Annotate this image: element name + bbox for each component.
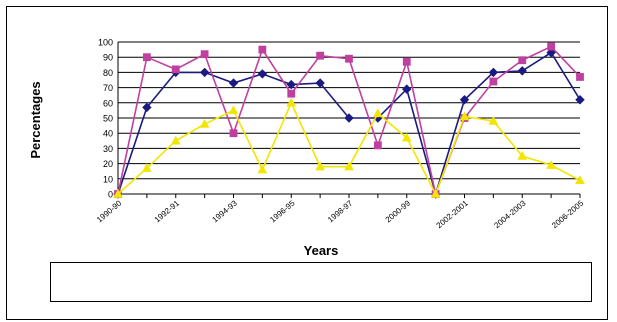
data-point-triangle <box>575 175 585 185</box>
x-axis-label: Years <box>304 243 339 258</box>
data-point-triangle <box>373 108 383 118</box>
x-tick-label: 1992-91 <box>153 198 182 224</box>
data-point-square <box>373 141 382 150</box>
data-point-square <box>547 42 556 51</box>
y-tick-label: 30 <box>103 144 113 154</box>
data-point-diamond <box>315 78 325 88</box>
data-point-square <box>258 45 267 54</box>
y-tick-label: 80 <box>103 68 113 78</box>
series-group <box>113 42 585 199</box>
data-point-square <box>518 56 527 65</box>
x-tick-label: 1996-95 <box>268 198 297 224</box>
data-point-square <box>576 73 584 81</box>
data-point-square <box>287 89 296 98</box>
x-tick-label: 1990-90 <box>95 198 124 224</box>
series-line <box>117 51 581 197</box>
data-point-diamond <box>257 69 268 79</box>
data-point-square <box>142 53 151 62</box>
x-tick-label: 2006-2005 <box>550 198 586 230</box>
data-point-triangle <box>315 161 325 171</box>
data-point-diamond <box>488 67 499 78</box>
data-point-square <box>229 129 238 138</box>
data-point-diamond <box>459 95 470 105</box>
x-tick-label: 1994-93 <box>211 198 240 224</box>
data-point-triangle <box>517 150 528 160</box>
series-efficiency-increase <box>113 97 585 198</box>
data-point-diamond <box>344 113 354 123</box>
x-tick-label: 2004-2003 <box>492 198 528 230</box>
data-point-triangle <box>459 111 470 121</box>
data-point-square <box>345 54 353 63</box>
data-point-diamond <box>575 95 585 105</box>
data-point-diamond <box>228 78 239 88</box>
data-point-diamond <box>286 79 296 90</box>
y-axis-label: Percentages <box>28 81 43 158</box>
x-tick-label: 2002-2001 <box>435 198 471 230</box>
x-tick-label: 2000-99 <box>384 198 413 224</box>
y-tick-label: 40 <box>103 129 113 139</box>
data-point-square <box>200 50 209 59</box>
y-tick-label: 50 <box>103 114 113 124</box>
y-tick-label: 20 <box>103 159 113 169</box>
data-point-triangle <box>488 116 499 125</box>
data-point-triangle <box>257 164 268 174</box>
data-point-triangle <box>344 161 354 171</box>
data-point-square <box>171 65 180 74</box>
y-tick-label: 70 <box>103 83 113 93</box>
x-tick-label: 1998-97 <box>326 198 355 224</box>
data-point-square <box>402 57 411 66</box>
data-point-diamond <box>402 84 412 94</box>
data-point-triangle <box>170 135 181 145</box>
data-point-square <box>489 77 498 86</box>
data-point-triangle <box>228 105 239 115</box>
data-point-triangle <box>546 160 556 169</box>
data-point-diamond <box>199 67 210 78</box>
data-point-diamond <box>142 102 152 113</box>
data-point-triangle <box>286 97 297 107</box>
y-tick-label: 60 <box>103 98 113 108</box>
series-productivity-growth <box>113 47 585 199</box>
data-point-triangle <box>430 188 441 198</box>
data-point-triangle <box>142 163 152 172</box>
data-point-diamond <box>546 47 556 58</box>
data-point-triangle <box>199 119 210 128</box>
legend <box>50 262 592 302</box>
y-tick-label: 100 <box>98 38 113 48</box>
y-tick-label: 0 <box>108 190 113 200</box>
data-point-triangle <box>401 132 412 142</box>
data-point-diamond <box>517 66 527 76</box>
data-point-square <box>316 51 325 60</box>
y-tick-label: 90 <box>103 53 113 63</box>
data-point-triangle <box>113 188 123 198</box>
y-tick-label: 10 <box>103 174 113 184</box>
